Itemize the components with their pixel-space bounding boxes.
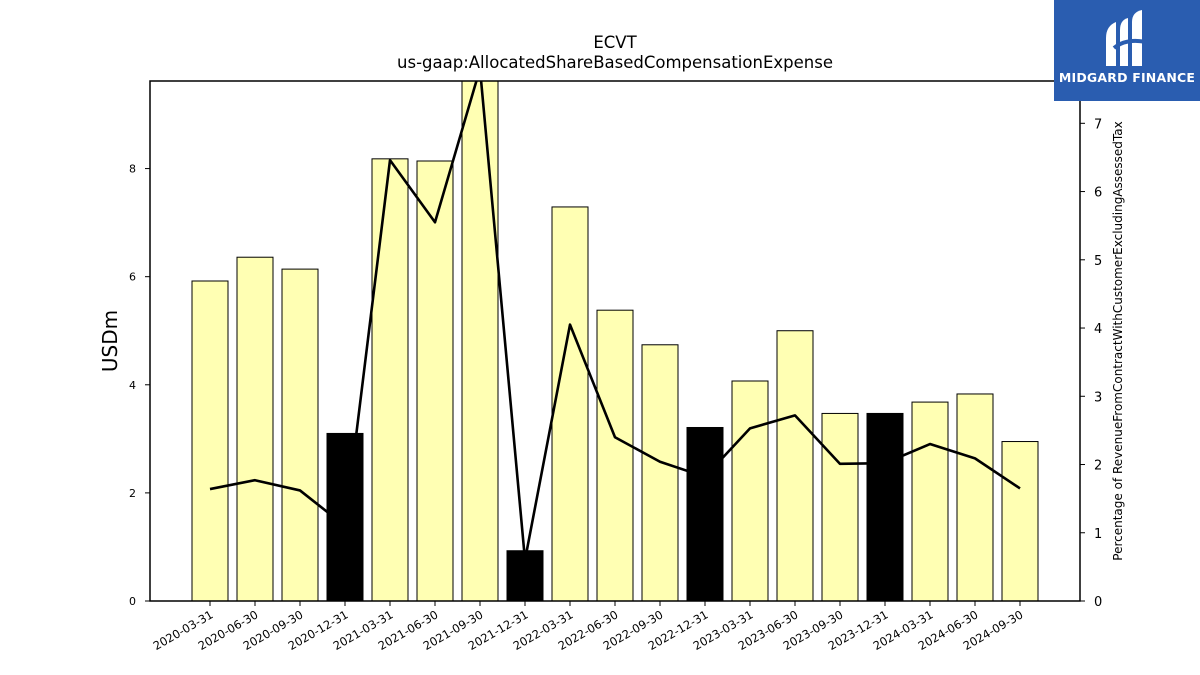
y-tick-label: 0 — [129, 595, 136, 608]
line-layer — [209, 81, 1021, 562]
bar-2021-06-30 — [416, 160, 454, 601]
bar-2021-03-31 — [371, 158, 409, 601]
bar-2022-09-30 — [641, 344, 679, 601]
brand-logo: MIDGARD FINANCE — [1054, 0, 1200, 101]
bar-2024-06-30 — [956, 393, 994, 601]
chart-title: ECVT — [593, 33, 637, 52]
y-axis-label: USDm — [98, 310, 122, 372]
bar-2023-03-31 — [731, 380, 769, 601]
y-tick-label: 2 — [129, 487, 136, 500]
chart-subtitle: us-gaap:AllocatedShareBasedCompensationE… — [397, 53, 833, 72]
bar-2021-09-30 — [461, 81, 499, 601]
y2-axis-ticks: 0 1 2 3 4 5 6 7 — [1080, 117, 1102, 610]
y2-tick-label: 2 — [1094, 459, 1102, 474]
bar-2020-06-30 — [236, 256, 274, 601]
x-axis-ticks: 2020-03-312020-06-302020-09-302020-12-31… — [151, 601, 1026, 653]
bar-2022-06-30 — [596, 309, 634, 601]
y2-tick-label: 3 — [1094, 390, 1102, 405]
bar-2024-09-30 — [1001, 441, 1039, 601]
y2-tick-label: 7 — [1094, 117, 1102, 132]
y2-tick-label: 1 — [1094, 527, 1102, 542]
logo-mark-icon — [1106, 10, 1147, 66]
y2-tick-label: 6 — [1094, 186, 1102, 201]
bar-2023-12-31 — [866, 412, 904, 601]
bar-2022-12-31 — [686, 426, 724, 601]
y-tick-label: 4 — [129, 379, 136, 392]
y2-tick-label: 0 — [1094, 595, 1102, 610]
bar-2023-09-30 — [821, 412, 859, 601]
bar-2020-09-30 — [281, 268, 319, 601]
y-axis-ticks: 0 2 4 6 8 — [129, 163, 150, 608]
bar-2022-03-31 — [551, 206, 589, 601]
bar-2024-03-31 — [911, 401, 949, 601]
y2-axis-label: Percentage of RevenueFromContractWithCus… — [1111, 121, 1125, 560]
y2-tick-label: 5 — [1094, 254, 1102, 269]
logo-text: MIDGARD FINANCE — [1058, 70, 1196, 85]
bar-2020-03-31 — [191, 280, 229, 601]
bar-2023-06-30 — [776, 330, 814, 601]
y2-tick-label: 4 — [1094, 322, 1102, 337]
bars-layer — [191, 81, 1039, 601]
y-tick-label: 8 — [129, 163, 136, 176]
y-tick-label: 6 — [129, 271, 136, 284]
line-series — [209, 81, 1021, 562]
